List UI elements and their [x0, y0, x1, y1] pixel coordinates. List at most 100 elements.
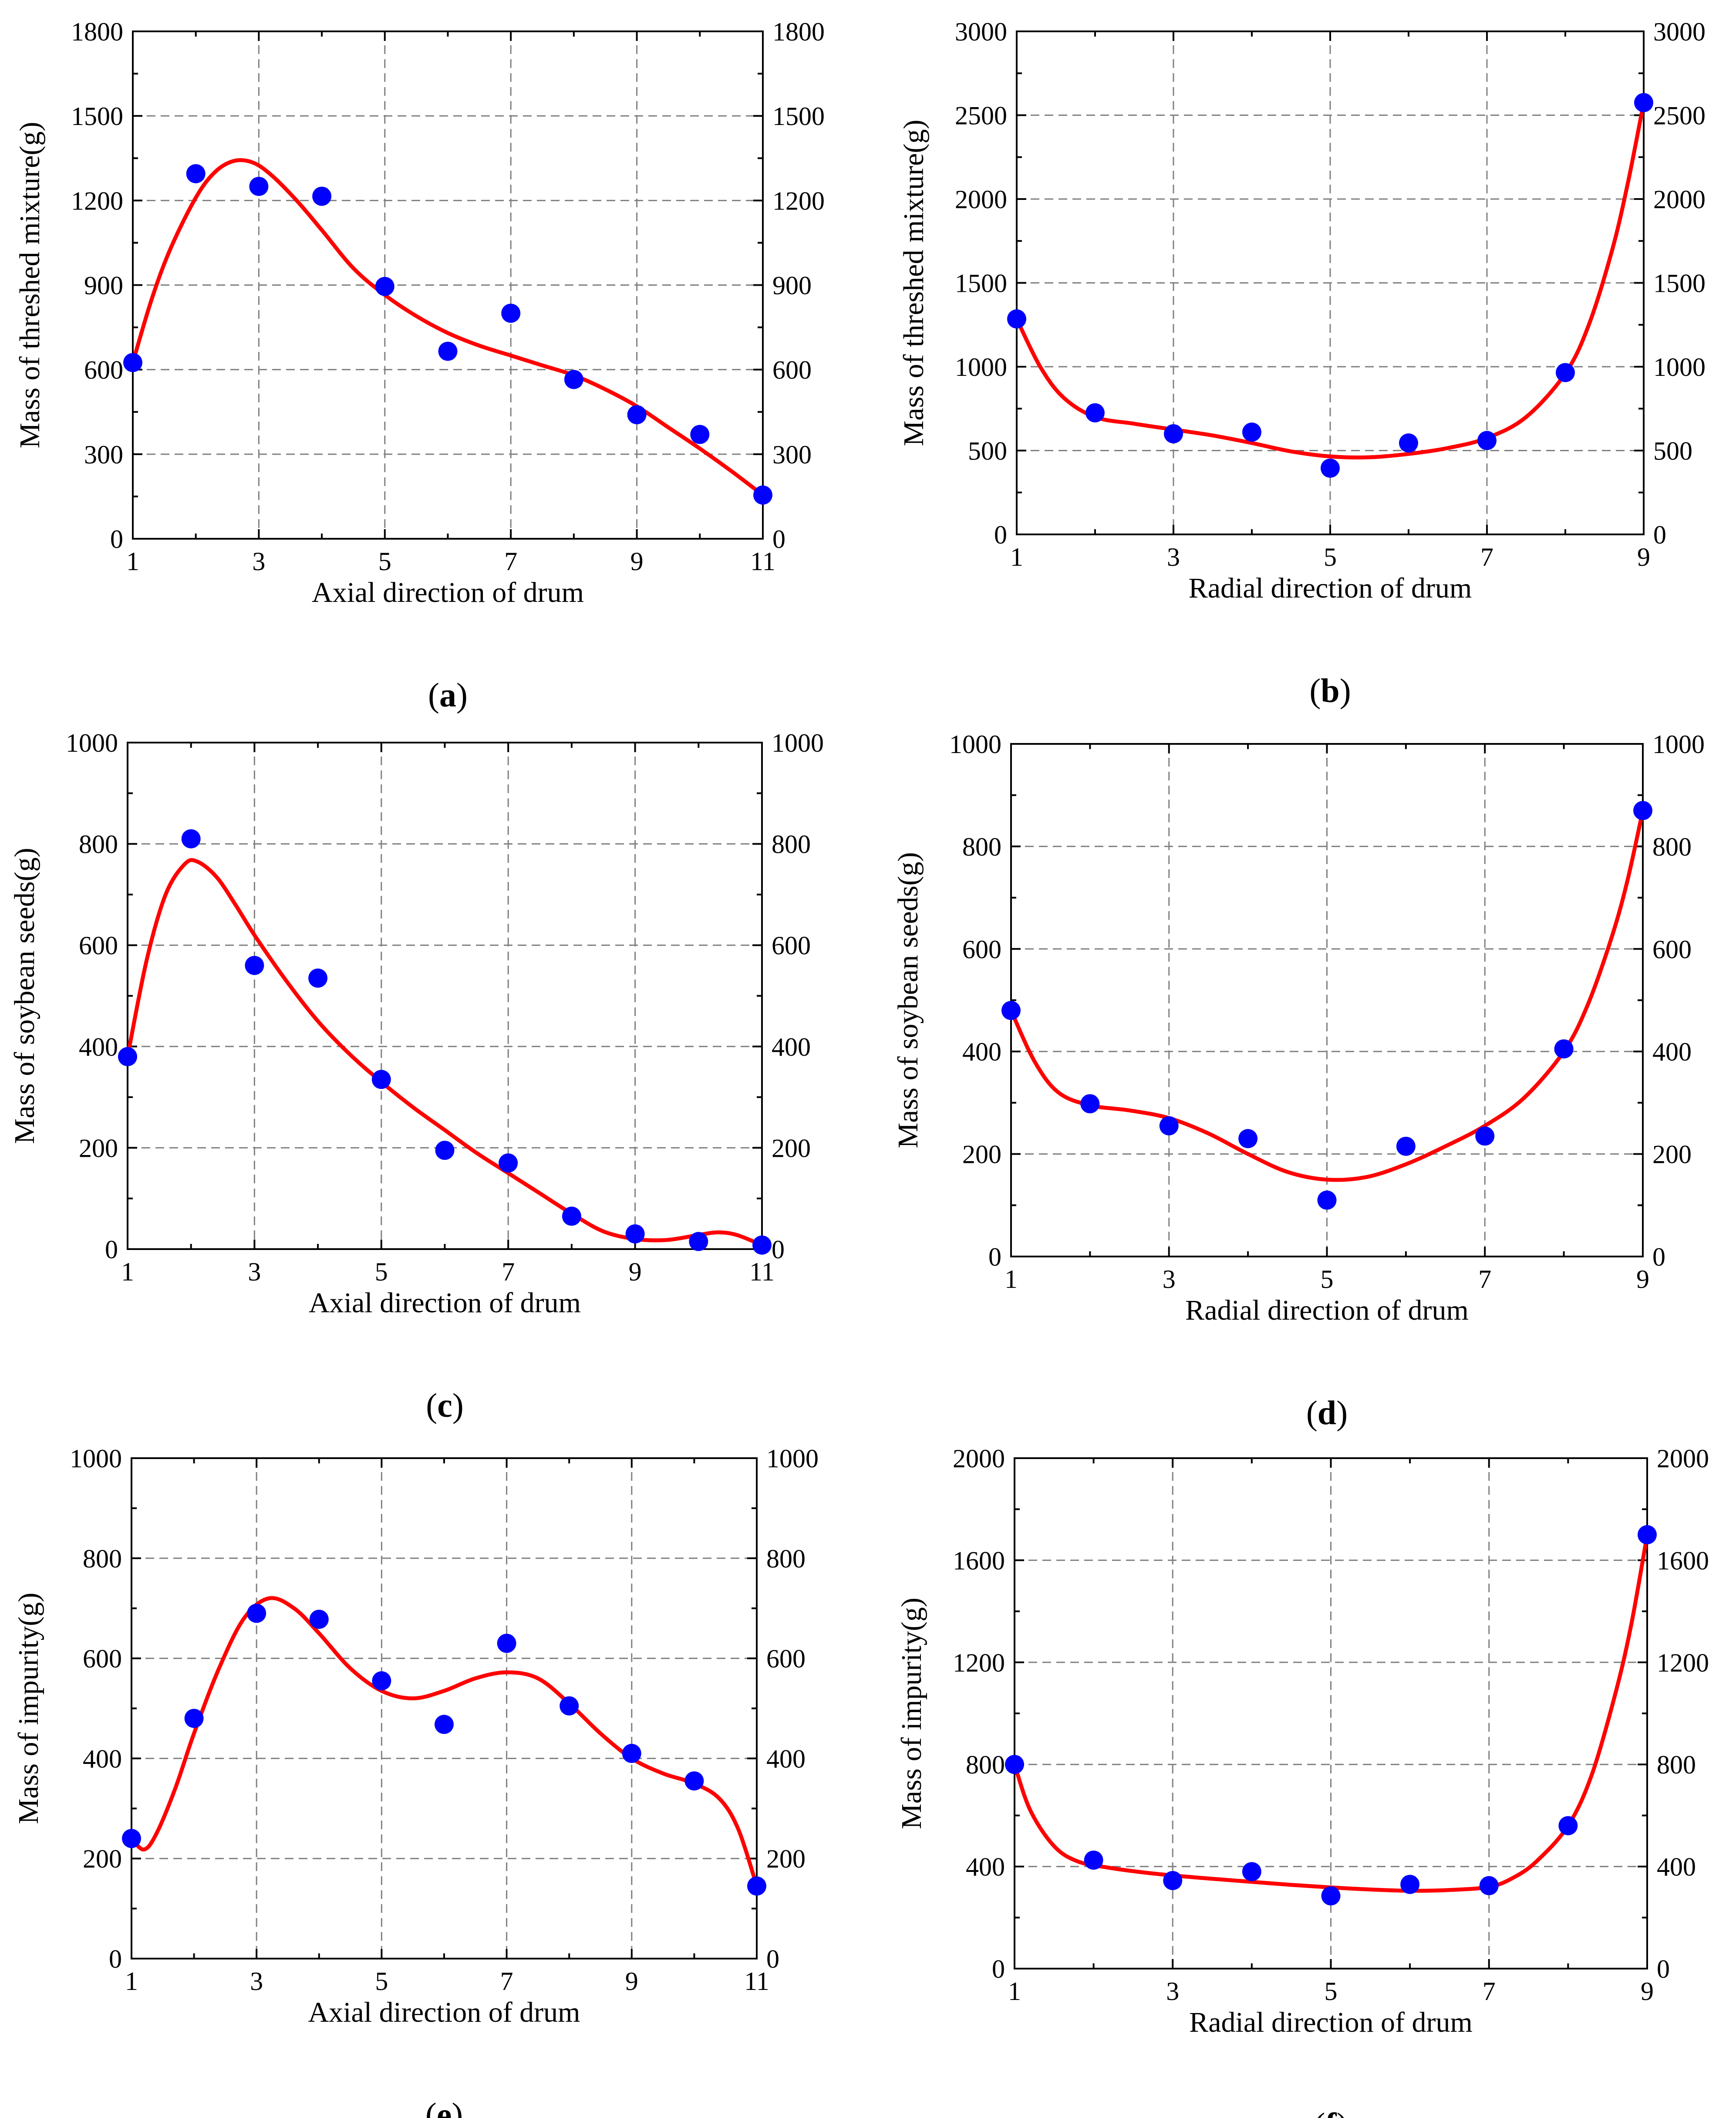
y-tick-label-left: 900 [84, 271, 123, 300]
y-tick-label-right: 1000 [1653, 353, 1706, 382]
x-tick-label: 1 [1008, 1977, 1021, 2006]
y-tick-label-left: 600 [962, 935, 1001, 964]
plot-frame [131, 1457, 758, 1959]
data-point [249, 176, 269, 196]
y-tick-label-right: 200 [1652, 1140, 1692, 1169]
panel-caption-letter: f [1325, 2106, 1337, 2118]
y-tick-label-right: 500 [1653, 437, 1692, 466]
y-tick-label-left: 0 [110, 525, 123, 554]
data-point [1164, 424, 1183, 443]
data-point [122, 1829, 141, 1848]
y-tick-label-right: 1000 [1652, 730, 1705, 759]
data-point [501, 304, 521, 323]
data-point [1084, 1850, 1103, 1870]
data-point [684, 1771, 704, 1791]
data-point [184, 1709, 204, 1728]
data-point [1634, 93, 1653, 112]
y-tick-label-right: 600 [766, 1645, 806, 1673]
x-tick-label: 7 [1478, 1265, 1491, 1294]
data-point [622, 1743, 641, 1763]
y-tick-label-left: 1500 [955, 269, 1007, 298]
y-tick-label-left: 400 [966, 1853, 1005, 1882]
y-tick-label-right: 400 [1657, 1853, 1696, 1882]
x-tick-label: 7 [502, 1257, 515, 1286]
y-tick-label-left: 0 [109, 1945, 122, 1973]
data-point [1085, 403, 1105, 422]
y-tick-label-left: 400 [79, 1033, 118, 1061]
plot-frame [127, 742, 763, 1250]
y-tick-label-left: 1000 [66, 729, 118, 757]
y-tick-label-right: 0 [1653, 520, 1666, 549]
data-point [625, 1224, 645, 1244]
data-point [1321, 458, 1340, 478]
y-tick-label-left: 1800 [71, 17, 123, 46]
data-point [1400, 1875, 1420, 1894]
y-tick-label-right: 1500 [1653, 269, 1706, 298]
y-tick-label-left: 600 [79, 931, 118, 960]
data-point [1238, 1129, 1258, 1149]
y-axis-label: Mass of impurity(g) [896, 1598, 927, 1829]
panel-caption: (b) [1309, 672, 1351, 709]
y-tick-label-left: 1200 [71, 186, 123, 215]
panel-caption-close: ) [1336, 2106, 1348, 2118]
data-point [181, 829, 201, 848]
y-axis-label: Mass of threshed mixture(g) [898, 120, 930, 446]
y-tick-label-right: 300 [772, 440, 812, 469]
data-point [1001, 1001, 1021, 1020]
x-tick-label: 9 [1641, 1977, 1654, 2006]
x-tick-label: 9 [630, 547, 644, 576]
data-point [1477, 431, 1497, 450]
data-point [564, 370, 583, 389]
x-tick-label: 5 [375, 1257, 388, 1286]
x-tick-label: 3 [1166, 1977, 1179, 2006]
y-tick-label-left: 200 [83, 1844, 122, 1873]
y-tick-label-right: 1200 [772, 186, 825, 215]
y-tick-label-left: 800 [966, 1750, 1005, 1779]
x-axis-label: Radial direction of drum [1185, 1294, 1469, 1326]
panel-caption-close: ) [452, 2096, 463, 2118]
y-tick-label-right: 0 [772, 525, 785, 554]
y-tick-label-left: 0 [992, 1955, 1005, 1983]
data-point [753, 485, 772, 505]
data-point [186, 164, 206, 183]
y-tick-label-left: 2500 [955, 101, 1007, 130]
y-tick-label-left: 1500 [71, 102, 123, 131]
y-tick-label-left: 1600 [953, 1546, 1005, 1575]
y-tick-label-right: 1000 [772, 729, 824, 757]
y-tick-label-right: 400 [772, 1033, 811, 1061]
data-point [371, 1070, 391, 1089]
y-tick-label-right: 1200 [1657, 1648, 1709, 1677]
x-axis-label: Axial direction of drum [312, 577, 584, 608]
x-tick-label: 7 [1483, 1977, 1496, 2006]
panel-caption-letter: a [439, 676, 456, 714]
data-point [435, 1715, 454, 1734]
data-point [375, 277, 394, 296]
data-point [372, 1671, 391, 1691]
x-tick-label: 1 [1010, 543, 1023, 571]
data-point [118, 1047, 137, 1067]
data-point [1005, 1755, 1024, 1774]
data-point [689, 1232, 708, 1251]
x-tick-label: 3 [1167, 543, 1180, 571]
y-tick-label-left: 3000 [955, 17, 1007, 46]
y-tick-label-left: 1200 [953, 1648, 1005, 1677]
panel-caption-open: ( [428, 676, 439, 714]
panel-caption-close: ) [456, 676, 468, 714]
y-tick-label-left: 2000 [953, 1444, 1005, 1473]
panel-caption-close: ) [1340, 672, 1351, 709]
y-tick-label-right: 800 [766, 1544, 806, 1573]
data-point [1396, 1136, 1416, 1156]
x-tick-label: 7 [500, 1967, 513, 1996]
y-tick-label-right: 1500 [772, 102, 825, 131]
x-tick-label: 11 [749, 1257, 775, 1286]
y-tick-label-left: 2000 [955, 185, 1007, 214]
grid [131, 1458, 757, 1959]
y-tick-label-right: 1000 [766, 1444, 819, 1473]
y-tick-label-right: 2000 [1657, 1444, 1709, 1473]
data-point [1242, 422, 1261, 442]
fit-curve [125, 858, 764, 1247]
data-point [1163, 1871, 1183, 1890]
y-tick-label-left: 600 [83, 1645, 122, 1673]
y-tick-label-right: 200 [772, 1134, 811, 1162]
